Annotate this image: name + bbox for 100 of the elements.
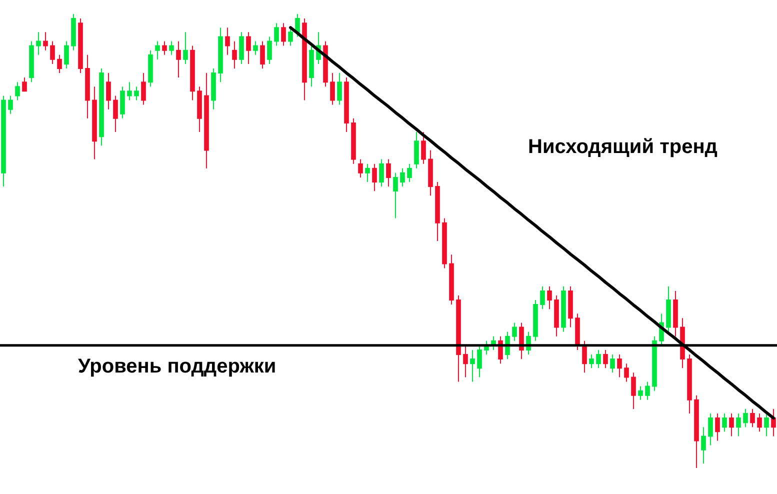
candlestick <box>414 132 419 169</box>
candlestick <box>757 413 762 432</box>
candlestick <box>582 340 587 374</box>
candlestick <box>715 413 720 442</box>
candlestick <box>15 82 20 101</box>
candlestick <box>589 354 594 369</box>
candlestick <box>211 68 216 110</box>
candlestick <box>169 40 174 56</box>
candlestick <box>92 86 97 160</box>
candlestick <box>183 32 188 64</box>
candlestick <box>449 254 454 306</box>
candlestick <box>771 408 776 437</box>
candlestick <box>1 95 6 188</box>
candlestick <box>36 32 41 56</box>
candlestick <box>330 72 335 106</box>
candlestick <box>575 313 580 350</box>
candlestick <box>743 408 748 428</box>
candlestick <box>85 54 90 119</box>
candlestick <box>253 40 258 56</box>
candlestick <box>204 72 209 169</box>
candlestick <box>29 40 34 83</box>
candlestick <box>386 158 391 188</box>
candlestick <box>701 426 706 464</box>
candlestick <box>148 50 153 88</box>
candlestick <box>470 349 475 382</box>
candlestick <box>463 344 468 378</box>
candlestick <box>113 95 118 133</box>
candlestick <box>22 77 27 92</box>
candlestick <box>547 286 552 310</box>
candlestick <box>309 45 314 88</box>
candlestick <box>400 168 405 188</box>
candlestick <box>162 40 167 56</box>
candlestick <box>281 22 286 46</box>
candlestick <box>260 40 265 69</box>
candlestick <box>666 286 671 332</box>
candlestick <box>302 18 307 101</box>
candlestick <box>477 344 482 378</box>
candlestick <box>610 354 615 374</box>
candlestick <box>540 286 545 310</box>
candlestick <box>456 294 461 382</box>
candlestick <box>533 300 538 342</box>
candlestick <box>421 132 426 164</box>
candlestick <box>57 54 62 74</box>
candlestick <box>71 14 76 51</box>
candlestick <box>106 72 111 110</box>
candlestick <box>694 394 699 468</box>
candlestick <box>764 413 769 437</box>
candlestick <box>568 286 573 328</box>
candlestick <box>246 32 251 64</box>
candlestick <box>442 218 447 269</box>
candlestick <box>190 45 195 101</box>
candlestick <box>631 372 636 410</box>
candlestick <box>351 118 356 164</box>
candlestick <box>603 349 608 369</box>
candlestick <box>435 181 440 242</box>
candlestick <box>729 413 734 437</box>
candlestick <box>645 381 650 400</box>
candlestick <box>176 40 181 78</box>
candlestick <box>736 413 741 437</box>
candlestick <box>365 163 370 182</box>
candlestick <box>43 32 48 51</box>
candlestick <box>561 286 566 332</box>
text: Нисходящий тренд <box>528 136 718 158</box>
candlestick <box>295 14 300 38</box>
candlestick <box>197 86 202 133</box>
candlestick <box>99 68 104 146</box>
candlestick <box>225 27 230 56</box>
candlestick <box>673 290 678 337</box>
candlestick <box>393 172 398 219</box>
candlestick <box>722 413 727 432</box>
candlestick <box>554 294 559 337</box>
candlestick <box>428 150 433 196</box>
candlestick <box>379 158 384 188</box>
candlestick <box>288 27 293 46</box>
candlestick <box>358 158 363 178</box>
candlestick <box>372 163 377 192</box>
candlestick <box>78 18 83 74</box>
candlestick <box>120 86 125 119</box>
candlestick <box>239 32 244 64</box>
candlestick <box>596 349 601 369</box>
candlestick <box>323 40 328 88</box>
candlestick <box>337 72 342 106</box>
candlestick <box>407 163 412 182</box>
candlestick <box>274 22 279 46</box>
candlestick <box>267 36 272 64</box>
candlestick <box>155 40 160 60</box>
candlestick <box>8 95 13 114</box>
candlestick <box>624 363 629 382</box>
candlestick <box>512 322 517 342</box>
candlestick <box>232 40 237 69</box>
candlestick <box>708 413 713 446</box>
candlestick <box>141 72 146 106</box>
candlestick <box>64 40 69 69</box>
candlestick <box>652 336 657 392</box>
candlestick <box>617 354 622 378</box>
candlestick <box>344 77 349 133</box>
ref-line-label: Уровень поддержки <box>78 355 276 378</box>
candlestick <box>127 82 132 101</box>
candlestick <box>218 27 223 83</box>
candlestick <box>134 86 139 101</box>
